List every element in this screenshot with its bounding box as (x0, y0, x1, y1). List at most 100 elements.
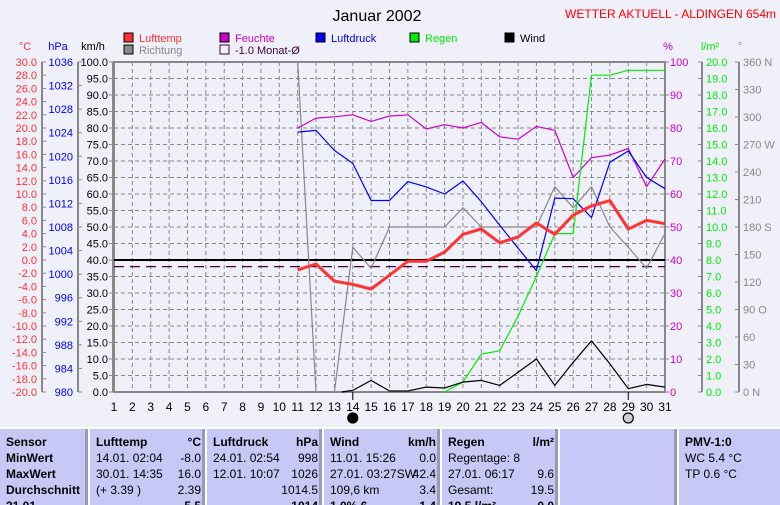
axis-label-wind: 85.0 (87, 107, 108, 119)
x-tick-label: 6 (202, 400, 209, 414)
stats-cell-text: 30.01. 14:35 (96, 466, 163, 482)
stats-column-name: Lufttemp (96, 434, 147, 450)
axis-label-pressure: 1028 (49, 104, 73, 116)
stats-row-label: MinWert (0, 450, 88, 466)
axis-label-humidity: 100 (670, 57, 688, 69)
axis-label-temp: 18.0 (16, 136, 37, 148)
stats-row: 1.0% 61.4 (324, 498, 442, 505)
axis-label-temp: -6.0 (18, 295, 37, 307)
stats-row-name: MinWert (6, 450, 53, 466)
stats-row: Regentage: 8 (442, 450, 560, 466)
axis-label-rain: 12.0 (706, 189, 727, 201)
x-tick-label: 11 (291, 400, 304, 414)
axis-label-rain: 2.0 (706, 354, 721, 366)
stats-row-name: Durchschnitt (6, 482, 80, 498)
legend-swatch-0 (124, 33, 133, 42)
x-tick-label: 10 (273, 400, 287, 414)
axis-label-pressure: 1008 (49, 222, 73, 234)
axis-label-temp: 16.0 (16, 149, 37, 161)
axis-label-direction: 360 N (743, 57, 772, 69)
axis-label-direction: 120 (743, 277, 761, 289)
stats-row: (+ 3.39 )2.39 (90, 482, 207, 498)
axis-unit-direction: ° (738, 41, 742, 53)
stats-row: Gesamt:19.5 (442, 482, 560, 498)
x-tick-label: 20 (456, 400, 470, 414)
x-tick-label: 8 (239, 400, 246, 414)
axis-label-wind: 95.0 (87, 74, 108, 86)
axis-label-pressure: 1004 (49, 246, 73, 258)
stats-cell-text: Gesamt: (448, 482, 493, 498)
station-title: WETTER AKTUELL - ALDINGEN 654m (565, 7, 776, 21)
stats-cell-text: WC 5.4 °C (685, 450, 742, 466)
axis-label-direction: 300 (743, 112, 761, 124)
stats-column-name: Regen (448, 434, 485, 450)
stats-header: PMV-1:0 (679, 434, 780, 450)
axis-label-wind: 70.0 (87, 156, 108, 168)
legend-label: Regen (425, 33, 457, 45)
stats-row-name: 31.01. (6, 498, 39, 505)
axis-label-humidity: 20 (670, 321, 682, 333)
stats-header-label: Sensor (6, 434, 47, 450)
stats-cell-value: 0.0 (419, 450, 436, 466)
axis-label-rain: 10.0 (706, 222, 727, 234)
axis-label-pressure: 1020 (49, 151, 73, 163)
axis-label-direction: 90 O (743, 305, 767, 317)
stats-column-name: PMV-1:0 (685, 434, 732, 450)
stats-cell-value: 0.0 (537, 498, 554, 505)
stats-cell-text: 27.01. 03:27SW (330, 466, 416, 482)
axis-label-rain: 17.0 (706, 107, 727, 119)
axis-label-direction: 210 (743, 195, 761, 207)
axis-label-pressure: 984 (55, 363, 73, 375)
axis-unit-humidity: % (663, 41, 673, 53)
x-tick-label: 15 (364, 400, 378, 414)
stats-cell-value: 2.39 (178, 482, 201, 498)
axis-label-humidity: 0 (670, 387, 676, 399)
stats-column-empty (558, 429, 679, 505)
legend-label: Wind (520, 33, 545, 45)
axis-label-wind: 50.0 (87, 222, 108, 234)
axis-label-wind: 35.0 (87, 272, 108, 284)
stats-cell-text: 109,6 km (330, 482, 379, 498)
axis-label-temp: -4.0 (18, 281, 37, 293)
axis-label-rain: 1.0 (706, 371, 721, 383)
x-tick-label: 2 (129, 400, 136, 414)
axis-label-temp: 26.0 (16, 83, 37, 95)
axis-label-wind: 65.0 (87, 173, 108, 185)
x-tick-label: 5 (184, 400, 191, 414)
legend-label: Feuchte (235, 33, 275, 45)
stats-cell-value: 42.4 (413, 466, 436, 482)
legend-swatch-4 (505, 33, 514, 42)
stats-row: 5.5 (90, 498, 207, 505)
axis-label-wind: 15.0 (87, 338, 108, 350)
axis-label-direction: 270 W (743, 140, 775, 152)
axis-label-temp: -14.0 (12, 347, 37, 359)
axis-label-rain: 19.0 (706, 74, 727, 86)
x-tick-label: 3 (147, 400, 154, 414)
x-tick-label: 14 (346, 400, 360, 414)
stats-header: Sensor (0, 434, 88, 450)
stats-column-unit: l/m² (533, 434, 554, 450)
axis-label-temp: 28.0 (16, 70, 37, 82)
legend-swatch-3 (410, 33, 419, 42)
axis-label-temp: 6.0 (22, 215, 37, 227)
axis-label-temp: 10.0 (16, 189, 37, 201)
x-tick-label: 18 (420, 400, 434, 414)
stats-cell-value: 1014.5 (281, 482, 318, 498)
x-tick-label: 13 (328, 400, 342, 414)
x-tick-label: 17 (401, 400, 415, 414)
axis-label-pressure: 1024 (49, 128, 73, 140)
chart-title: Januar 2002 (333, 8, 422, 25)
stats-row-label: Durchschnitt (0, 482, 88, 498)
axis-label-temp: 30.0 (16, 57, 37, 69)
axes: 30.028.026.024.022.020.018.016.014.012.0… (12, 57, 775, 399)
x-tick-label: 1 (111, 400, 118, 414)
stats-column-unit: °C (188, 434, 201, 450)
